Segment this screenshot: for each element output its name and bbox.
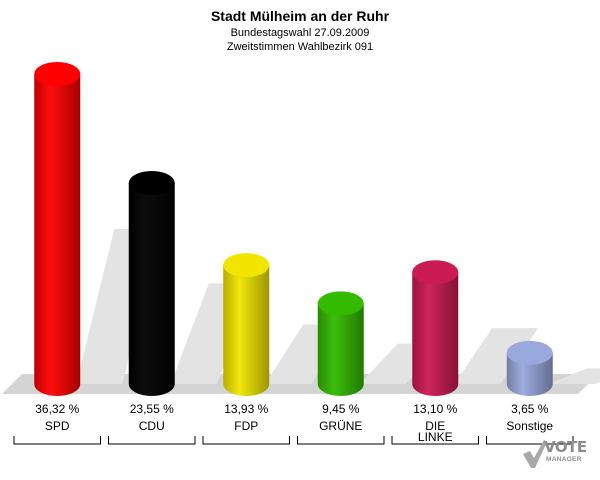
- bar-fdp: [223, 265, 270, 396]
- chart-subtitle-district: Zweitstimmen Wahlbezirk 091: [227, 41, 373, 53]
- chart-subtitle-date: Bundestagswahl 27.09.2009: [231, 27, 370, 39]
- bar-top: [506, 340, 553, 365]
- value-label: 36,32 %: [35, 402, 79, 416]
- logo-brand: VOTE: [544, 438, 587, 456]
- bar-spd: [34, 74, 81, 396]
- category-bracket: [297, 436, 385, 445]
- bar-shadow: [548, 368, 600, 384]
- category-label: SPD: [45, 419, 70, 433]
- category-bracket: [202, 436, 290, 445]
- check-mark-icon: [523, 440, 547, 468]
- bar-top: [34, 62, 81, 86]
- chart-title: Stadt Mülheim an der Ruhr: [211, 8, 390, 24]
- value-label: 9,45 %: [322, 402, 360, 416]
- category-label: LINKE: [418, 430, 453, 444]
- value-label: 3,65 %: [511, 402, 549, 416]
- bar-shadow: [454, 328, 539, 384]
- category-label: Sonstige: [506, 419, 553, 433]
- bar-top: [128, 170, 175, 195]
- value-label: 13,10 %: [413, 402, 457, 416]
- category-bracket: [108, 436, 196, 445]
- category-bracket: [486, 436, 574, 445]
- bar-top: [223, 253, 270, 278]
- category-bracket: [391, 436, 479, 445]
- value-label: 23,55 %: [130, 402, 174, 416]
- bar-top: [317, 291, 364, 316]
- category-label: FDP: [234, 419, 258, 433]
- bar-top: [412, 260, 459, 285]
- bar-grüne: [317, 303, 364, 396]
- category-label: DIE: [425, 419, 445, 433]
- category-bracket: [13, 436, 101, 445]
- bar-die-linke: [412, 272, 459, 396]
- bar-sonstige: [506, 352, 553, 396]
- bar-cdu: [128, 182, 175, 396]
- logo-subtext: MANAGER: [546, 456, 582, 463]
- category-label: CDU: [139, 419, 165, 433]
- category-label: GRÜNE: [319, 419, 362, 433]
- value-label: 13,93 %: [224, 402, 268, 416]
- vote-manager-logo: VOTE MANAGER: [520, 438, 594, 472]
